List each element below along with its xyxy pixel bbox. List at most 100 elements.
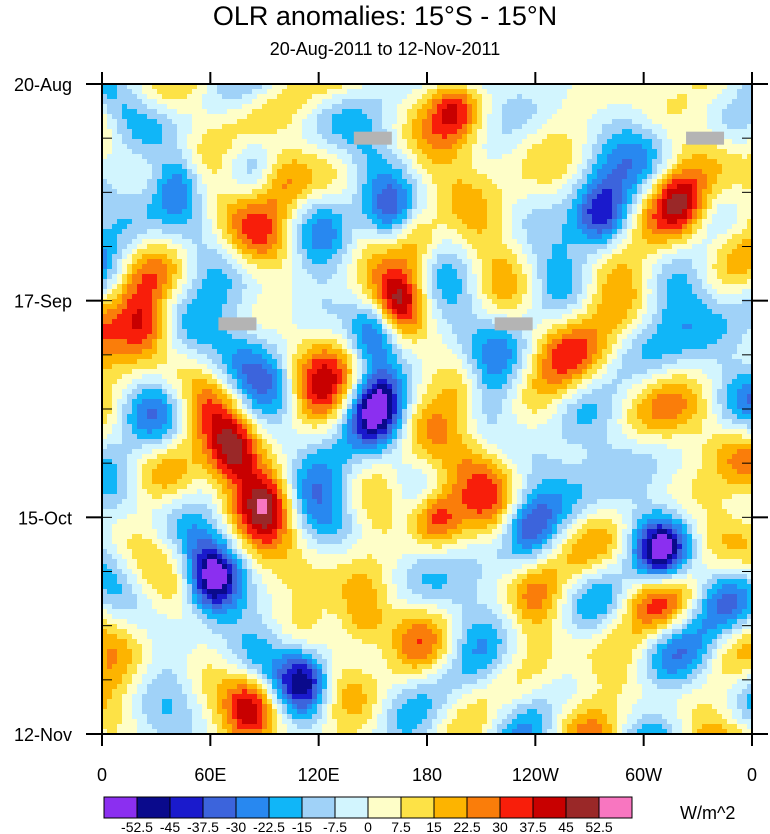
- field-cell: [467, 84, 473, 90]
- field-cell: [652, 129, 658, 135]
- field-cell: [462, 194, 468, 200]
- field-cell: [482, 209, 488, 215]
- field-cell: [707, 269, 713, 275]
- field-cell: [317, 199, 323, 205]
- field-cell: [727, 249, 733, 255]
- field-cell: [317, 209, 323, 215]
- field-cell: [522, 194, 528, 200]
- field-cell: [617, 129, 623, 135]
- field-cell: [562, 239, 568, 245]
- field-cell: [187, 94, 193, 100]
- field-cell: [727, 149, 733, 155]
- field-cell: [242, 254, 248, 260]
- field-cell: [582, 129, 588, 135]
- field-cell: [542, 119, 548, 125]
- field-cell: [692, 174, 698, 180]
- field-cell: [417, 249, 423, 255]
- field-cell: [212, 139, 218, 145]
- field-cell: [552, 149, 558, 155]
- field-cell: [517, 239, 523, 245]
- field-cell: [747, 254, 753, 260]
- field-cell: [482, 224, 488, 230]
- anomaly-field: [102, 84, 753, 735]
- field-cell: [502, 189, 508, 195]
- field-cell: [302, 274, 308, 280]
- field-cell: [142, 254, 148, 260]
- field-cell: [692, 124, 698, 130]
- field-cell: [362, 209, 368, 215]
- field-cell: [657, 219, 663, 225]
- field-cell: [247, 84, 253, 90]
- field-cell: [327, 174, 333, 180]
- field-cell: [332, 124, 338, 130]
- field-cell: [302, 259, 308, 265]
- field-cell: [382, 229, 388, 235]
- field-cell: [327, 134, 333, 140]
- field-cell: [362, 194, 368, 200]
- field-cell: [677, 139, 683, 145]
- field-cell: [417, 114, 423, 120]
- field-cell: [247, 209, 253, 215]
- field-cell: [177, 89, 183, 95]
- field-cell: [147, 244, 153, 250]
- field-cell: [247, 249, 253, 255]
- field-cell: [542, 254, 548, 260]
- field-cell: [222, 104, 228, 110]
- field-cell: [637, 144, 643, 150]
- field-cell: [722, 204, 728, 210]
- field-cell: [132, 249, 138, 255]
- field-cell: [197, 259, 203, 265]
- field-cell: [247, 154, 253, 160]
- field-cell: [627, 154, 633, 160]
- field-cell: [652, 254, 658, 260]
- field-cell: [112, 94, 118, 100]
- field-cell: [652, 269, 658, 275]
- field-cell: [567, 249, 573, 255]
- field-cell: [282, 119, 288, 125]
- field-cell: [377, 234, 383, 240]
- field-cell: [377, 219, 383, 225]
- field-cell: [297, 254, 303, 260]
- field-cell: [432, 184, 438, 190]
- field-cell: [697, 124, 703, 130]
- field-cell: [557, 149, 563, 155]
- field-cell: [367, 124, 373, 130]
- field-cell: [532, 179, 538, 185]
- field-cell: [412, 134, 418, 140]
- field-cell: [617, 204, 623, 210]
- field-cell: [707, 149, 713, 155]
- field-cell: [337, 99, 343, 105]
- field-cell: [152, 254, 158, 260]
- field-cell: [272, 84, 278, 90]
- field-cell: [202, 214, 208, 220]
- field-cell: [512, 94, 518, 100]
- field-cell: [612, 94, 618, 100]
- field-cell: [462, 129, 468, 135]
- field-cell: [382, 269, 388, 275]
- field-cell: [347, 234, 353, 240]
- field-cell: [222, 229, 228, 235]
- field-cell: [727, 179, 733, 185]
- field-cell: [662, 169, 668, 175]
- field-cell: [422, 269, 428, 275]
- field-cell: [592, 184, 598, 190]
- field-cell: [357, 229, 363, 235]
- field-cell: [137, 159, 143, 165]
- field-cell: [702, 159, 708, 165]
- field-cell: [177, 164, 183, 170]
- field-cell: [557, 134, 563, 140]
- field-cell: [697, 94, 703, 100]
- field-cell: [337, 199, 343, 205]
- field-cell: [747, 84, 753, 90]
- field-cell: [412, 254, 418, 260]
- field-cell: [582, 139, 588, 145]
- field-cell: [457, 184, 463, 190]
- field-cell: [457, 174, 463, 180]
- field-cell: [687, 104, 693, 110]
- field-cell: [317, 269, 323, 275]
- field-cell: [637, 174, 643, 180]
- field-cell: [682, 234, 688, 240]
- field-cell: [407, 109, 413, 115]
- field-cell: [357, 254, 363, 260]
- field-cell: [207, 129, 213, 135]
